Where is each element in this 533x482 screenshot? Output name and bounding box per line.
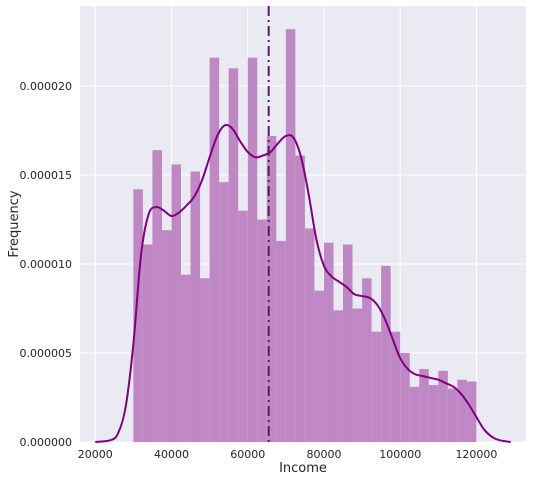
y-tick-label-4: 0.000020 [20, 80, 73, 93]
x-tick-label-3: 80000 [306, 448, 341, 461]
y-tick-label-1: 0.000005 [20, 347, 73, 360]
histogram-bars [133, 29, 477, 443]
x-tick-label-1: 40000 [154, 448, 189, 461]
y-tick-label-3: 0.000015 [20, 169, 73, 182]
histogram-bar-23 [352, 308, 363, 442]
x-tick-label-5: 120000 [455, 448, 497, 461]
histogram-bar-29 [409, 386, 420, 442]
histogram-bar-21 [333, 310, 344, 442]
x-tick-label-2: 60000 [230, 448, 265, 461]
x-tick-label-0: 20000 [78, 448, 113, 461]
histogram-bar-27 [390, 331, 401, 442]
histogram-bar-16 [285, 29, 296, 442]
histogram-bar-6 [190, 171, 201, 442]
histogram-bar-18 [304, 228, 315, 442]
histogram-bar-4 [171, 164, 182, 442]
histogram-bar-2 [152, 150, 162, 442]
histogram-bar-30 [419, 369, 429, 442]
histogram-bar-10 [228, 68, 239, 443]
x-tick-label-4: 100000 [379, 448, 421, 461]
histogram-bar-22 [343, 244, 353, 442]
histogram-bar-19 [314, 290, 324, 442]
kde-curve [95, 123, 511, 443]
histogram-bar-33 [447, 388, 458, 442]
x-tick-labels: 20000 40000 60000 80000 100000 120000 [78, 448, 498, 461]
histogram-bar-24 [362, 278, 372, 442]
histogram-bar-15 [276, 240, 286, 442]
histogram-bar-11 [238, 210, 248, 442]
histogram-bar-14 [266, 135, 277, 442]
histogram-bar-8 [209, 57, 220, 443]
y-tick-label-0: 0.000000 [20, 436, 73, 449]
histogram-bar-1 [142, 244, 153, 442]
histogram-bar-34 [457, 379, 467, 442]
histogram-bar-9 [219, 182, 229, 442]
histogram-bar-20 [323, 242, 334, 442]
histogram-bar-26 [381, 265, 391, 442]
x-axis-label: Income [279, 461, 327, 476]
histogram-bar-25 [371, 331, 382, 442]
histogram-bar-12 [247, 57, 258, 443]
y-tick-labels: 0.000000 0.000005 0.000010 0.000015 0.000020 [20, 80, 73, 449]
histogram-bar-13 [257, 219, 267, 442]
histogram-bar-28 [400, 353, 410, 442]
histogram-bar-35 [466, 381, 477, 442]
histogram-bar-17 [295, 155, 305, 442]
histogram-bar-31 [428, 385, 439, 442]
histogram-bar-5 [181, 274, 191, 442]
histogram-bar-0 [133, 189, 143, 442]
histogram-bar-7 [200, 278, 210, 442]
histogram-bar-3 [161, 230, 172, 442]
histogram-bar-32 [438, 370, 448, 442]
y-tick-label-2: 0.000010 [20, 258, 73, 271]
y-axis-label: Frequency [7, 190, 22, 257]
